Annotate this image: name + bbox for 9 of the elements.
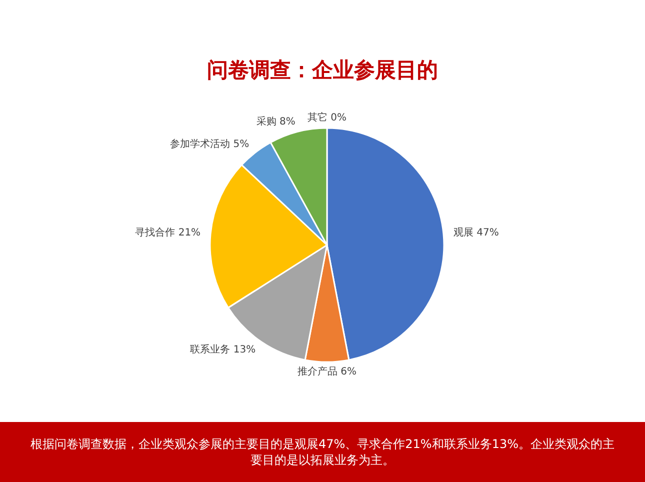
- text: 根据问卷调查数据，企业类观众参展的主要目的是观展47%、寻求合作21%和联系业务13%。企业类观众的主要目的是以拓展业务为主。: [30, 436, 615, 468]
- slice-label: 观展 47%: [453, 228, 499, 239]
- chart-title: 问卷调查：企业参展目的: [206, 57, 439, 84]
- slice-label: 联系业务 13%: [190, 344, 256, 356]
- slice-label: 参加学术活动 5%: [170, 138, 250, 150]
- slice-label: 推介产品 6%: [297, 366, 357, 378]
- slice-label: 寻找合作 21%: [135, 226, 201, 239]
- slice-label: 采购 8%: [256, 115, 296, 128]
- category-label: 其它 0%: [307, 112, 347, 124]
